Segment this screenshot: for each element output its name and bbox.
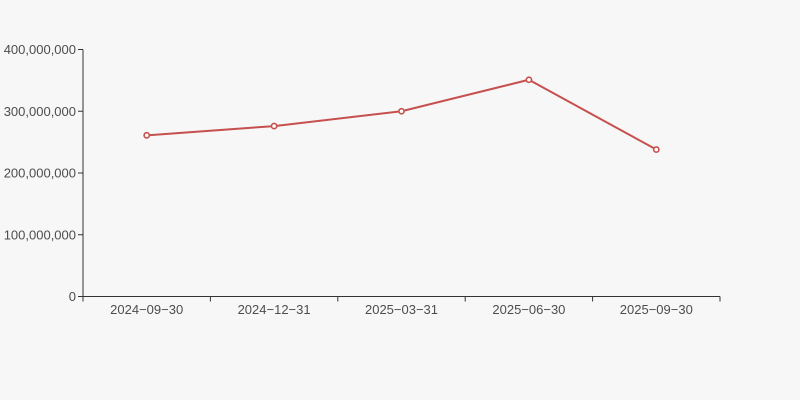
x-axis-label: 2024−09−30 <box>110 302 183 317</box>
y-axis-label: 100,000,000 <box>4 227 76 242</box>
data-point-marker[interactable] <box>143 131 151 139</box>
x-axis-label: 2025−09−30 <box>620 302 693 317</box>
x-axis-label: 2025−06−30 <box>492 302 565 317</box>
x-axis-label: 2024−12−31 <box>238 302 311 317</box>
y-axis-label: 400,000,000 <box>4 42 76 57</box>
data-point-marker[interactable] <box>270 122 278 130</box>
y-axis-label: 200,000,000 <box>4 166 76 181</box>
y-axis-label: 0 <box>69 289 76 304</box>
data-point-marker[interactable] <box>652 146 660 153</box>
data-point-marker[interactable] <box>525 76 533 84</box>
x-axis-label: 2025−03−31 <box>365 302 438 317</box>
y-axis-label: 300,000,000 <box>4 104 76 119</box>
data-point-marker[interactable] <box>398 107 405 115</box>
